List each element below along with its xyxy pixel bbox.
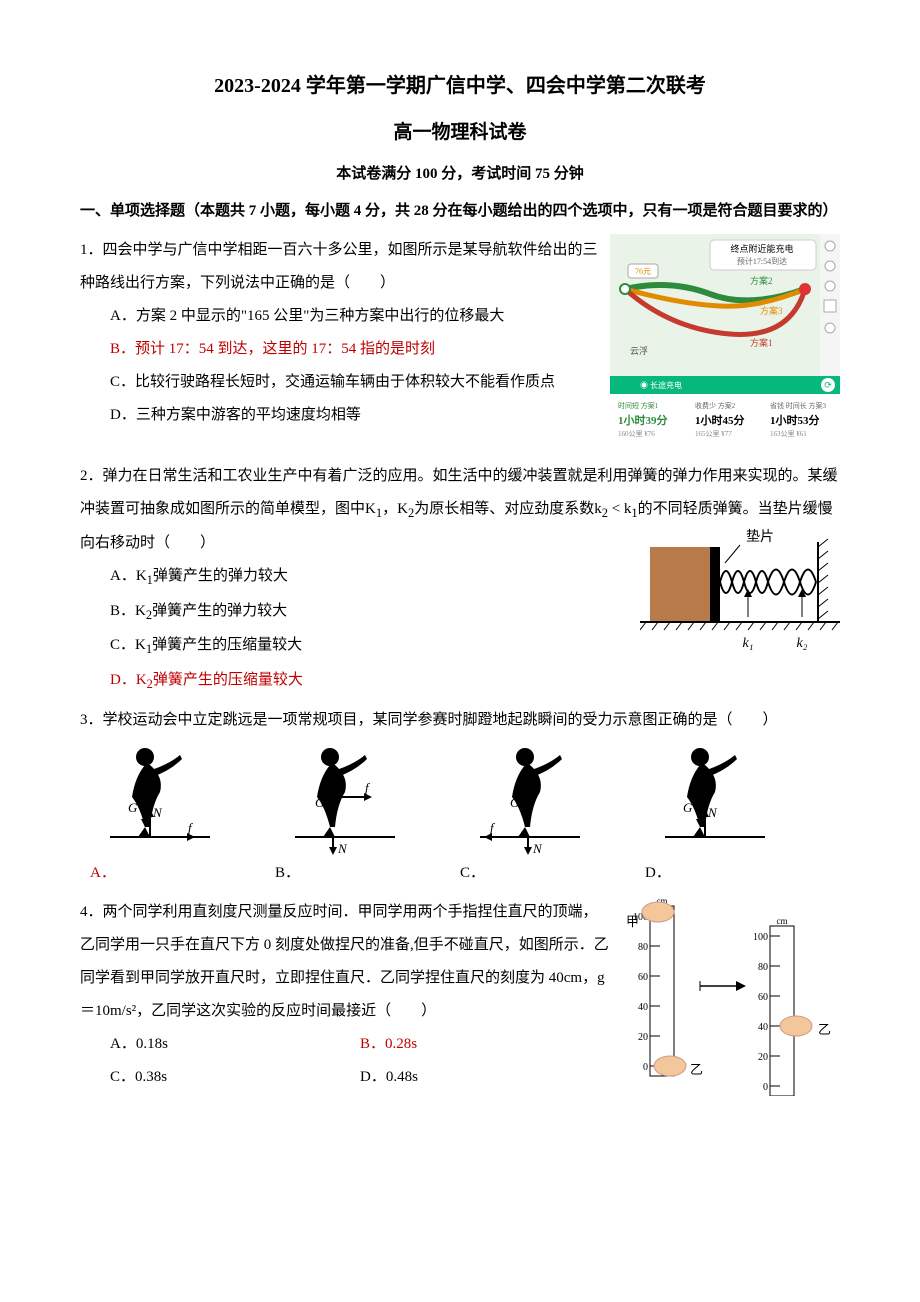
map-banner-sub: 预计17:54到达 bbox=[737, 256, 787, 266]
doc-note: 本试卷满分 100 分，考试时间 75 分钟 bbox=[80, 158, 840, 191]
q2-label-k1: k₁ bbox=[742, 636, 753, 651]
label-yi-right: 乙 bbox=[818, 1022, 831, 1037]
svg-text:◉ 长途充电: ◉ 长途充电 bbox=[640, 380, 682, 390]
price-tag: 76元 bbox=[635, 267, 651, 276]
q2-figure: 垫片 bbox=[640, 527, 840, 657]
question-2: 2．弹力在日常生活和工农业生产中有着广泛的应用。如生活中的缓冲装置就是利用弹簧的… bbox=[80, 460, 840, 699]
svg-text:N: N bbox=[532, 841, 543, 856]
svg-text:80: 80 bbox=[638, 942, 648, 953]
q3-label-b: B． bbox=[275, 857, 460, 890]
svg-text:163公里 ¥61: 163公里 ¥61 bbox=[770, 430, 807, 438]
route-label-2: 方案2 bbox=[750, 275, 773, 286]
jumper-icon bbox=[132, 748, 182, 837]
q4-opt-d: D．0.48s bbox=[360, 1061, 610, 1094]
svg-text:0: 0 bbox=[643, 1062, 648, 1073]
doc-title: 2023-2024 学年第一学期广信中学、四会中学第二次联考 bbox=[80, 64, 840, 108]
q3-fig-a: G N f A． bbox=[90, 737, 275, 890]
svg-text:80: 80 bbox=[758, 962, 768, 973]
label-jia: 甲 bbox=[626, 914, 639, 929]
svg-text:100: 100 bbox=[753, 932, 768, 943]
question-1: 终点附近能充电 预计17:54到达 76元 方案2 方案3 方案1 云浮 ⟳ ◉… bbox=[80, 234, 840, 454]
svg-text:165公里 ¥77: 165公里 ¥77 bbox=[695, 430, 732, 438]
svg-text:时间短 方案1: 时间短 方案1 bbox=[618, 401, 659, 410]
label-yi-left: 乙 bbox=[690, 1062, 703, 1077]
end-pin bbox=[799, 283, 811, 295]
question-3: 3．学校运动会中立定跳远是一项常规项目，某同学参赛时脚蹬地起跳瞬间的受力示意图正… bbox=[80, 704, 840, 890]
map-icon-strip bbox=[820, 234, 840, 394]
svg-text:40: 40 bbox=[758, 1022, 768, 1033]
svg-text:G: G bbox=[128, 800, 138, 815]
q2-label-top: 垫片 bbox=[746, 529, 774, 545]
svg-text:160公里 ¥76: 160公里 ¥76 bbox=[618, 430, 655, 438]
svg-text:1小时53分: 1小时53分 bbox=[770, 413, 820, 427]
svg-text:40: 40 bbox=[638, 1002, 648, 1013]
svg-text:f: f bbox=[365, 780, 371, 795]
svg-text:N: N bbox=[707, 805, 718, 820]
section-1-head: 一、单项选择题（本题共 7 小题，每小题 4 分，共 28 分在每小题给出的四个… bbox=[80, 195, 840, 228]
svg-text:0: 0 bbox=[763, 1082, 768, 1093]
svg-text:60: 60 bbox=[638, 972, 648, 983]
ruler-right bbox=[770, 926, 794, 1096]
q1-map-figure: 终点附近能充电 预计17:54到达 76元 方案2 方案3 方案1 云浮 ⟳ ◉… bbox=[610, 234, 840, 454]
svg-text:G: G bbox=[315, 795, 325, 810]
svg-text:f: f bbox=[188, 820, 194, 835]
svg-text:20: 20 bbox=[638, 1032, 648, 1043]
q2-opt-d: D．K2弹簧产生的压缩量较大 bbox=[110, 664, 840, 699]
q3-fig-b: G f N B． bbox=[275, 737, 460, 890]
svg-text:N: N bbox=[152, 805, 163, 820]
route-label-1: 方案1 bbox=[750, 337, 773, 348]
map-banner-title: 终点附近能充电 bbox=[730, 243, 793, 254]
q2-divider bbox=[710, 547, 720, 622]
hand-yi-left bbox=[654, 1056, 686, 1076]
q2-block bbox=[650, 547, 710, 622]
svg-text:G: G bbox=[683, 800, 693, 815]
q4-opt-c: C．0.38s bbox=[110, 1061, 360, 1094]
svg-text:省钱 时间长 方案3: 省钱 时间长 方案3 bbox=[770, 401, 826, 410]
q4-opt-a: A．0.18s bbox=[110, 1028, 360, 1061]
svg-text:1小时45分: 1小时45分 bbox=[695, 413, 745, 427]
svg-text:1小时39分: 1小时39分 bbox=[618, 413, 668, 427]
svg-text:云浮: 云浮 bbox=[630, 345, 648, 356]
ruler-left bbox=[650, 906, 674, 1076]
hand-yi-right bbox=[780, 1016, 812, 1036]
svg-text:60: 60 bbox=[758, 992, 768, 1003]
doc-subtitle: 高一物理科试卷 bbox=[80, 112, 840, 154]
q3-stem: 3．学校运动会中立定跳远是一项常规项目，某同学参赛时脚蹬地起跳瞬间的受力示意图正… bbox=[80, 704, 840, 737]
svg-text:cm: cm bbox=[777, 916, 788, 926]
q4-figure: cm 100 80 60 40 20 0 甲 乙 cm 100 bbox=[620, 896, 840, 1096]
question-4: cm 100 80 60 40 20 0 甲 乙 cm 100 bbox=[80, 896, 840, 1096]
hand-jia bbox=[642, 902, 674, 922]
svg-text:N: N bbox=[337, 841, 348, 856]
q3-label-a: A． bbox=[90, 857, 275, 890]
q3-label-d: D． bbox=[645, 857, 830, 890]
start-pin bbox=[620, 284, 630, 294]
q3-fig-d: G N D． bbox=[645, 737, 830, 890]
svg-text:f: f bbox=[490, 820, 496, 835]
route-label-3: 方案3 bbox=[760, 305, 783, 316]
q4-opt-b: B．0.28s bbox=[360, 1028, 610, 1061]
svg-text:20: 20 bbox=[758, 1052, 768, 1063]
svg-text:收费少 方案2: 收费少 方案2 bbox=[695, 401, 736, 410]
q3-figures: G N f A． G f bbox=[80, 737, 840, 890]
q3-fig-c: G f N C． bbox=[460, 737, 645, 890]
q2-label-k2: k₂ bbox=[796, 636, 807, 651]
q3-label-c: C． bbox=[460, 857, 645, 890]
svg-text:G: G bbox=[510, 795, 520, 810]
svg-text:⟳: ⟳ bbox=[824, 380, 832, 390]
